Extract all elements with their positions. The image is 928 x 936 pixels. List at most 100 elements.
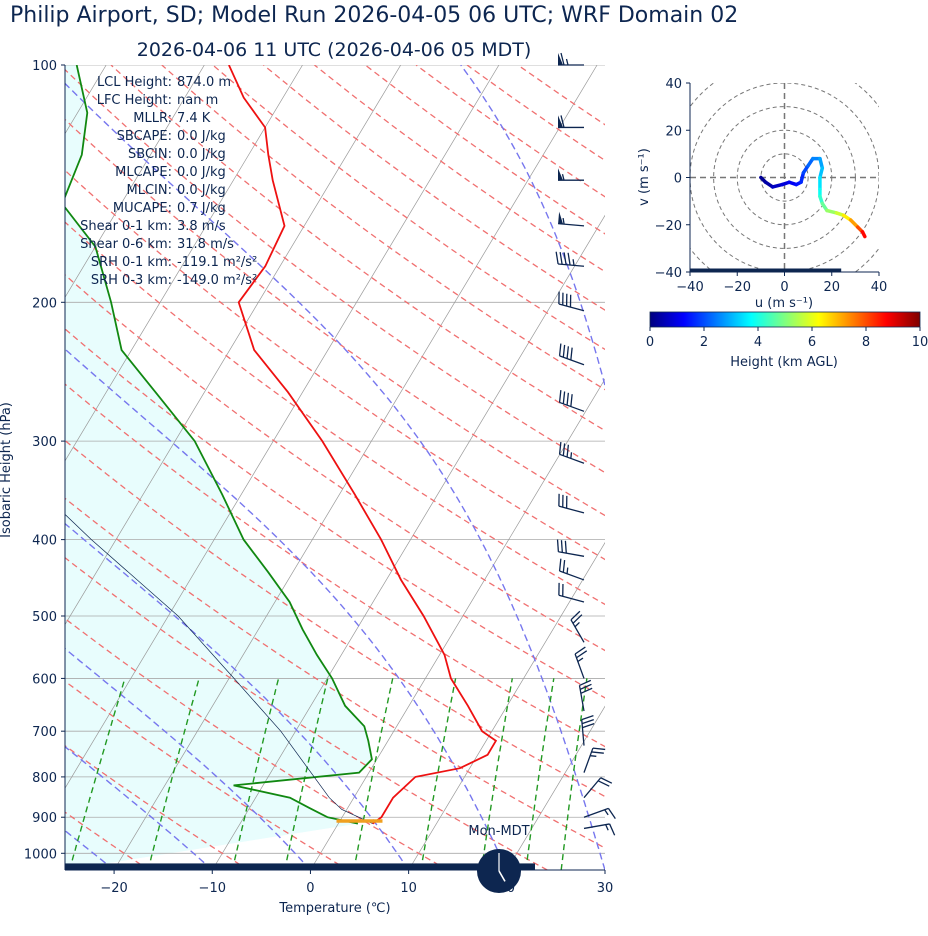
barb-half (572, 259, 575, 266)
x-tick-label: 30 (597, 881, 614, 896)
barb-staff (559, 401, 585, 412)
dewpoint-line (65, 65, 373, 825)
barb-full (560, 115, 565, 128)
moist-adiabat (65, 348, 508, 870)
wind-barbs (555, 52, 616, 836)
wind-barb (578, 679, 593, 712)
hodograph-y-tick-label: 20 (665, 124, 682, 139)
barb-full (580, 687, 593, 694)
wind-barb (555, 251, 585, 267)
barb-staff (558, 594, 585, 603)
dry-adiabat (466, 65, 605, 162)
wind-barb (556, 539, 585, 557)
wind-barb (583, 747, 606, 773)
dry-adiabat (65, 68, 605, 474)
wind-barb (558, 168, 584, 181)
stat-label: SRH 0-3 km: (91, 273, 172, 288)
dry-adiabat (313, 65, 605, 273)
stat-value: 0.0 J/kg (177, 147, 226, 162)
barb-full (600, 777, 613, 784)
barb-full (563, 252, 567, 265)
barb-full (570, 610, 581, 621)
stat-value: 7.4 K (177, 111, 211, 126)
dry-adiabat (65, 328, 605, 699)
isotherm-line (506, 705, 605, 870)
stat-value: nan m (177, 93, 218, 108)
wind-barb (583, 807, 616, 819)
barb-half (574, 621, 580, 628)
barb-full (591, 751, 604, 754)
barb-staff (558, 505, 585, 514)
barb-staff (581, 719, 585, 746)
mixing-ratio-line (480, 678, 513, 870)
y-tick-label: 500 (32, 610, 57, 625)
barb-staff (583, 777, 602, 799)
hodograph-x-tick-label: −40 (676, 280, 703, 295)
barb-half (561, 174, 565, 181)
barb-full (570, 347, 573, 360)
stat-value: 0.0 J/kg (177, 165, 226, 180)
stat-value: -149.0 m²/s² (177, 273, 257, 288)
barb-half (570, 452, 573, 459)
temperature-line (228, 65, 498, 825)
parcel-area (65, 65, 372, 870)
barb-full (560, 52, 565, 66)
barb-pennant (558, 168, 563, 181)
stat-label: SRH 0-1 km: (91, 255, 172, 270)
isotherm-line (604, 869, 605, 870)
wind-barb (570, 610, 585, 643)
stat-value: 0.7 J/kg (177, 201, 226, 216)
stat-value: 0.0 J/kg (177, 129, 226, 144)
x-axis-label: Temperature (℃) (278, 901, 390, 916)
stat-value: 874.0 m (177, 75, 231, 90)
hodograph-axes: −40 −20 0 20 40 −40 −20 0 20 40 (655, 77, 888, 295)
barb-full (555, 251, 559, 265)
barb-staff (559, 570, 585, 581)
barb-full (597, 780, 610, 787)
y-tick-label: 200 (32, 296, 57, 311)
barb-half (565, 58, 569, 66)
moist-adiabat (460, 65, 605, 389)
moist-layer-fill (65, 65, 372, 870)
stat-label: SBCIN: (128, 147, 172, 162)
y-tick-label: 700 (32, 725, 57, 740)
barb-pennant (558, 211, 564, 225)
dry-adiabat (65, 556, 548, 870)
moist-adiabat (65, 522, 410, 870)
figure-title: Philip Airport, SD; Model Run 2026-04-05… (10, 3, 738, 28)
barb-full (592, 747, 606, 751)
hodograph-x-tick-label: 40 (871, 280, 888, 295)
barb-staff (583, 747, 594, 773)
hodograph-x-label: u (m s⁻¹) (755, 296, 813, 311)
barb-staff (578, 685, 585, 712)
barb-full (558, 441, 562, 455)
y-tick-label: 100 (32, 59, 57, 74)
stat-label: LCL Height: (97, 75, 172, 90)
figure-subtitle: 2026-04-06 11 UTC (2026-04-06 05 MDT) (137, 39, 532, 61)
barb-full (558, 558, 562, 572)
barb-pennant (558, 115, 563, 128)
barb-staff (583, 807, 609, 818)
hodograph-trace (759, 156, 867, 239)
barb-full (566, 392, 570, 406)
mixing-ratio-line (68, 678, 126, 870)
barb-staff (583, 823, 610, 830)
height-colorbar (649, 311, 921, 328)
barb-half (566, 567, 569, 574)
stat-label: LFC Height: (97, 93, 172, 108)
wind-barb (558, 558, 585, 581)
isotherm-line (113, 65, 598, 870)
isotherm-line (65, 65, 402, 626)
colorbar-tick-label: 6 (808, 335, 816, 350)
barb-full (579, 679, 592, 687)
stat-value: 0.0 J/kg (177, 183, 226, 198)
barb-half (604, 809, 609, 816)
wind-barb (583, 823, 616, 836)
colorbar-tick-label: 0 (646, 335, 654, 350)
barb-full (558, 390, 562, 403)
dry-adiabat (415, 65, 605, 198)
colorbar-tick-label: 8 (862, 335, 870, 350)
barb-staff (558, 551, 585, 557)
hodograph-x-tick-label: −20 (724, 280, 751, 295)
hodograph-y-tick-label: −20 (655, 219, 682, 234)
